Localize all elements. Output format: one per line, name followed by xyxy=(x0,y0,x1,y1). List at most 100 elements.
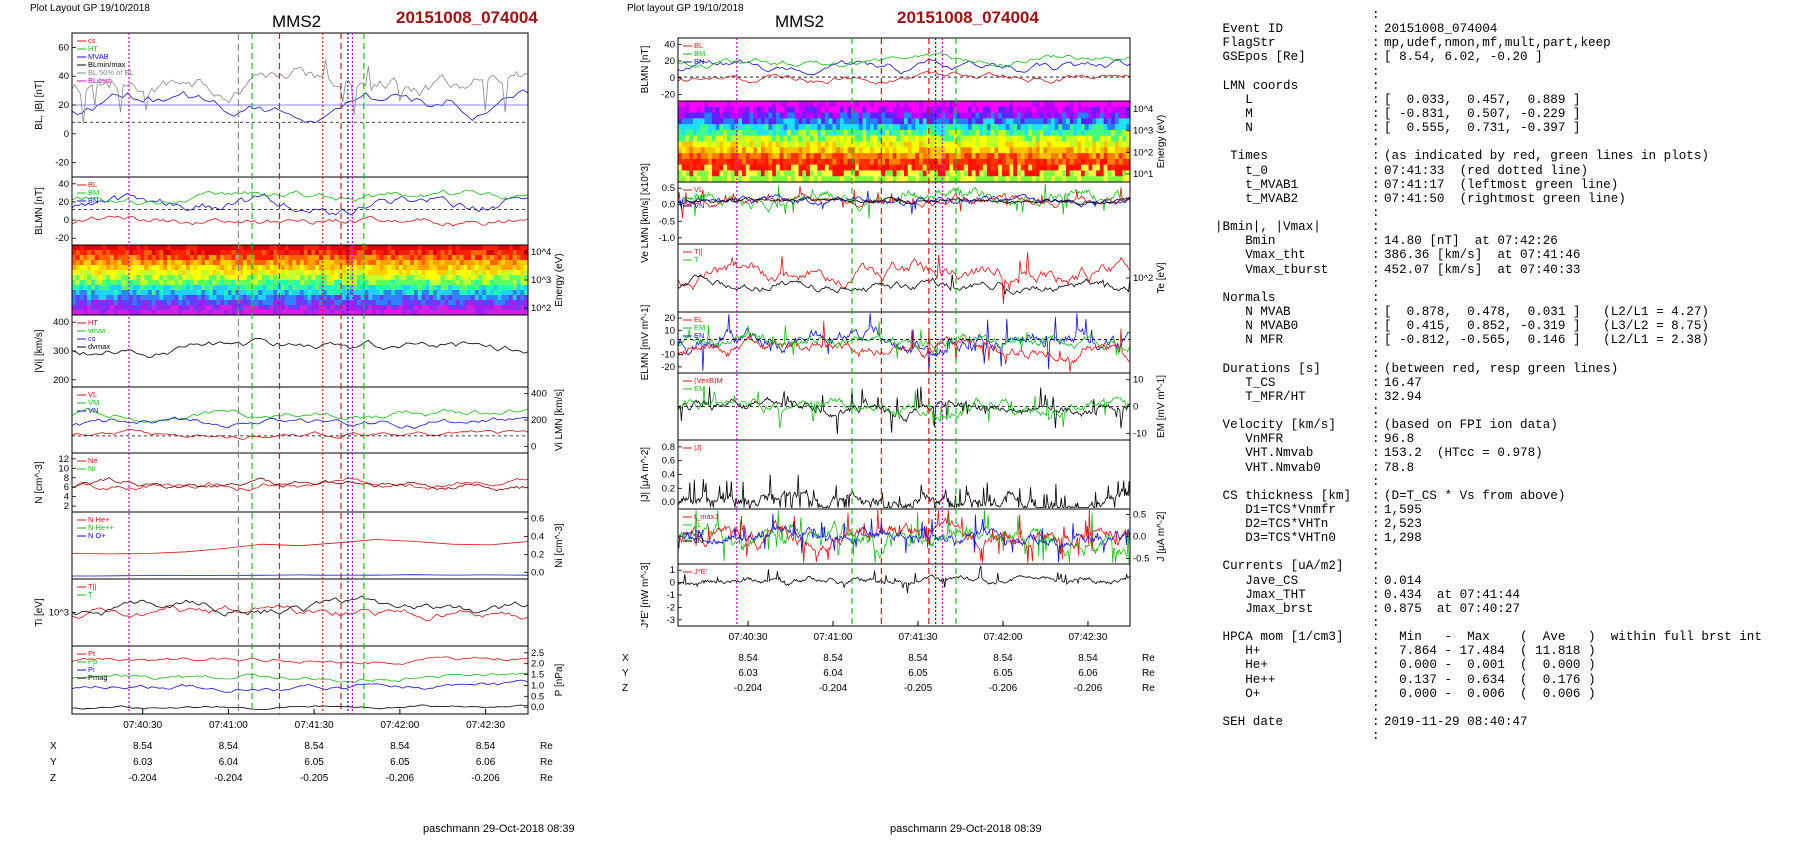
y-tick-label: -10 xyxy=(1133,428,1147,439)
plot-layout-label: Plot Layout GP 19/10/2018 xyxy=(30,3,150,14)
y-tick-label: 10^1 xyxy=(1133,169,1153,180)
orbit-label: Z xyxy=(622,683,628,694)
orbit-value: 6.06 xyxy=(1078,668,1098,679)
y-axis-label: BLMN [nT] xyxy=(34,187,45,235)
orbit-value: 8.54 xyxy=(1078,653,1098,664)
orbit-value: -0.205 xyxy=(904,683,933,694)
info-key xyxy=(1215,277,1372,291)
y-tick-label: -1.0 xyxy=(659,233,675,244)
info-key: M xyxy=(1215,106,1253,121)
info-row: H+: 7.864 - 17.484 ( 11.818 ) xyxy=(1215,644,1800,658)
y-tick-label: 10^3 xyxy=(49,608,69,619)
y-tick-label: 10^2 xyxy=(1133,147,1153,158)
info-row: t_MVAB1:07:41:17 (leftmost green line) xyxy=(1215,178,1800,192)
orbit-unit: Re xyxy=(540,741,553,752)
info-colon: : xyxy=(1372,36,1380,51)
info-colon: : xyxy=(1372,220,1380,235)
info-row: Event ID:20151008_074004 xyxy=(1215,22,1800,36)
info-key: Jave_CS xyxy=(1215,573,1299,588)
info-colon: : xyxy=(1372,573,1380,588)
orbit-value: 8.54 xyxy=(993,653,1013,664)
info-row: VHT.Nmvab:153.2 (HTcc = 0.978) xyxy=(1215,446,1800,460)
plot-layout-label: Plot layout GP 19/10/2018 xyxy=(627,3,744,14)
info-colon: : xyxy=(1372,715,1380,730)
info-key: CS thickness [km] xyxy=(1215,488,1352,503)
y-tick-label: 0.2 xyxy=(662,483,675,494)
info-key: D2=TCS*VHTn xyxy=(1215,517,1329,532)
info-row: N MVAB0: [ 0.415, 0.852, -0.319 ] (L3/L2 … xyxy=(1215,319,1800,333)
y-tick-label: 0.5 xyxy=(531,691,544,702)
y-tick-label: -20 xyxy=(55,158,69,169)
x-tick-label: 07:40:30 xyxy=(123,720,162,731)
info-row: : xyxy=(1215,135,1800,149)
legend-entry: vmax xyxy=(88,326,106,335)
legend-entry: Pp xyxy=(88,657,97,666)
info-key: Velocity [km/s] xyxy=(1215,418,1336,433)
series-line xyxy=(71,416,529,429)
y-axis-label: |J| [μA m^-2] xyxy=(640,447,651,502)
info-colon: : xyxy=(1372,418,1380,433)
y-tick-label: 8 xyxy=(64,473,69,484)
info-key: Bmin xyxy=(1215,234,1276,249)
y-tick-label: 2 xyxy=(64,501,69,512)
info-key xyxy=(1215,475,1372,489)
orbit-unit: Re xyxy=(1142,653,1155,664)
y-tick-label: 0.4 xyxy=(531,532,544,543)
info-colon: : xyxy=(1372,78,1380,93)
series-line xyxy=(677,274,1131,295)
footer-credit: paschmann 29-Oct-2018 08:39 xyxy=(890,823,1042,835)
info-key xyxy=(1215,8,1372,22)
legend-entry: BLmin/max xyxy=(88,60,126,69)
series-line xyxy=(677,321,1131,372)
info-key: Times xyxy=(1215,149,1268,164)
y-tick-label: -1 xyxy=(667,590,675,601)
info-value: (between red, resp green lines) xyxy=(1384,361,1619,376)
info-colon: : xyxy=(1372,135,1380,150)
legend-entry: VM xyxy=(88,398,99,407)
orbit-label: X xyxy=(622,653,629,664)
event-info-panel: : Event ID:20151008_074004 FlagStr: mp,ud… xyxy=(1215,8,1800,798)
info-value: 1,595 xyxy=(1384,502,1422,517)
info-colon: : xyxy=(1372,403,1380,418)
series-line xyxy=(71,679,529,693)
info-key: Vmax_tburst xyxy=(1215,262,1329,277)
info-colon: : xyxy=(1372,502,1380,517)
info-key: N MFR xyxy=(1215,333,1284,348)
y-tick-label: 10^2 xyxy=(1133,273,1153,284)
info-key: Durations [s] xyxy=(1215,361,1321,376)
series-line xyxy=(677,386,1131,435)
panel-frame xyxy=(677,563,1131,627)
series-line xyxy=(677,58,1131,76)
info-key: t_MVAB2 xyxy=(1215,191,1299,206)
orbit-value: 6.03 xyxy=(133,757,153,768)
series-line xyxy=(71,337,529,359)
y-tick-label: 0.0 xyxy=(662,200,675,211)
orbit-value: 6.03 xyxy=(738,668,758,679)
y-tick-label: 200 xyxy=(53,375,69,386)
y-tick-label: 2.5 xyxy=(531,648,544,659)
series-line xyxy=(71,215,529,227)
orbit-value: -0.204 xyxy=(819,683,848,694)
info-colon: : xyxy=(1372,630,1380,645)
info-value: 386.36 [km/s] at 07:41:46 xyxy=(1384,248,1581,263)
legend-entry: N He++ xyxy=(88,523,114,532)
info-key xyxy=(1215,616,1372,630)
legend-entry: HT xyxy=(88,44,98,53)
info-row: D3=TCS*VHTn0:1,298 xyxy=(1215,531,1800,545)
series-line xyxy=(71,656,529,666)
x-tick-label: 07:42:00 xyxy=(380,720,419,731)
y-tick-label: 0 xyxy=(64,215,69,226)
info-colon: : xyxy=(1372,234,1380,249)
middle-figure: Plot layout GP 19/10/2018 MMS2 20151008_07… xyxy=(622,3,1167,835)
info-row: : xyxy=(1215,616,1800,630)
info-key: Currents [uA/m2] xyxy=(1215,559,1344,574)
info-key: VnMFR xyxy=(1215,432,1284,447)
legend-entry: VM xyxy=(694,193,705,202)
info-colon: : xyxy=(1372,50,1380,65)
info-row: Bmin:14.80 [nT] at 07:42:26 xyxy=(1215,234,1800,248)
orbit-value: 8.54 xyxy=(823,653,843,664)
y-tick-label: 0.0 xyxy=(662,497,675,508)
info-row: LMN coords: xyxy=(1215,79,1800,93)
info-value: 32.94 xyxy=(1384,389,1422,404)
